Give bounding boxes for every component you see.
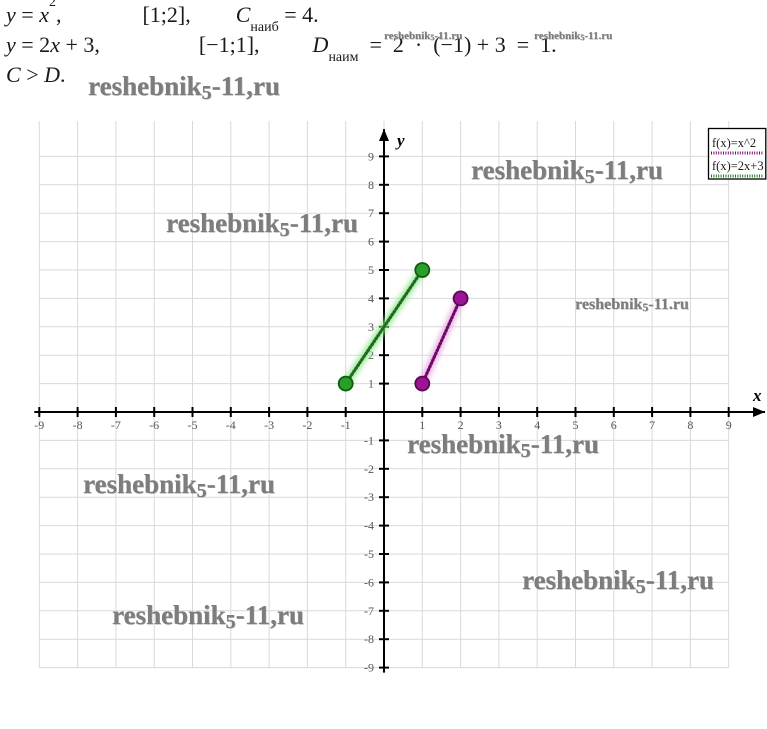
svg-text:-6: -6: [364, 575, 374, 589]
svg-text:5: 5: [368, 263, 374, 277]
svg-text:x: x: [752, 386, 762, 405]
svg-text:-2: -2: [364, 462, 374, 476]
svg-text:-4: -4: [226, 418, 236, 432]
svg-text:-5: -5: [188, 418, 198, 432]
svg-text:4: 4: [368, 291, 374, 305]
svg-text:-8: -8: [73, 418, 83, 432]
svg-text:-5: -5: [364, 547, 374, 561]
svg-text:-3: -3: [364, 490, 374, 504]
svg-text:-2: -2: [302, 418, 312, 432]
svg-text:-7: -7: [111, 418, 121, 432]
svg-text:-1: -1: [364, 433, 374, 447]
svg-text:6: 6: [368, 235, 374, 249]
svg-text:6: 6: [611, 418, 617, 432]
svg-text:-9: -9: [364, 661, 374, 675]
svg-text:-6: -6: [149, 418, 159, 432]
svg-text:f(x)=2x+3: f(x)=2x+3: [712, 159, 764, 173]
svg-text:9: 9: [726, 418, 732, 432]
svg-text:-8: -8: [364, 632, 374, 646]
svg-text:7: 7: [368, 206, 374, 220]
svg-text:f(x)=x^2: f(x)=x^2: [712, 136, 756, 150]
svg-text:y: y: [395, 131, 405, 150]
svg-text:9: 9: [368, 149, 374, 163]
svg-text:8: 8: [687, 418, 693, 432]
svg-text:8: 8: [368, 178, 374, 192]
svg-text:-9: -9: [34, 418, 44, 432]
svg-text:7: 7: [649, 418, 655, 432]
svg-text:1: 1: [368, 377, 374, 391]
svg-text:3: 3: [368, 320, 374, 334]
svg-text:-3: -3: [264, 418, 274, 432]
svg-text:-1: -1: [341, 418, 351, 432]
svg-text:-7: -7: [364, 604, 374, 618]
svg-text:-4: -4: [364, 519, 374, 533]
